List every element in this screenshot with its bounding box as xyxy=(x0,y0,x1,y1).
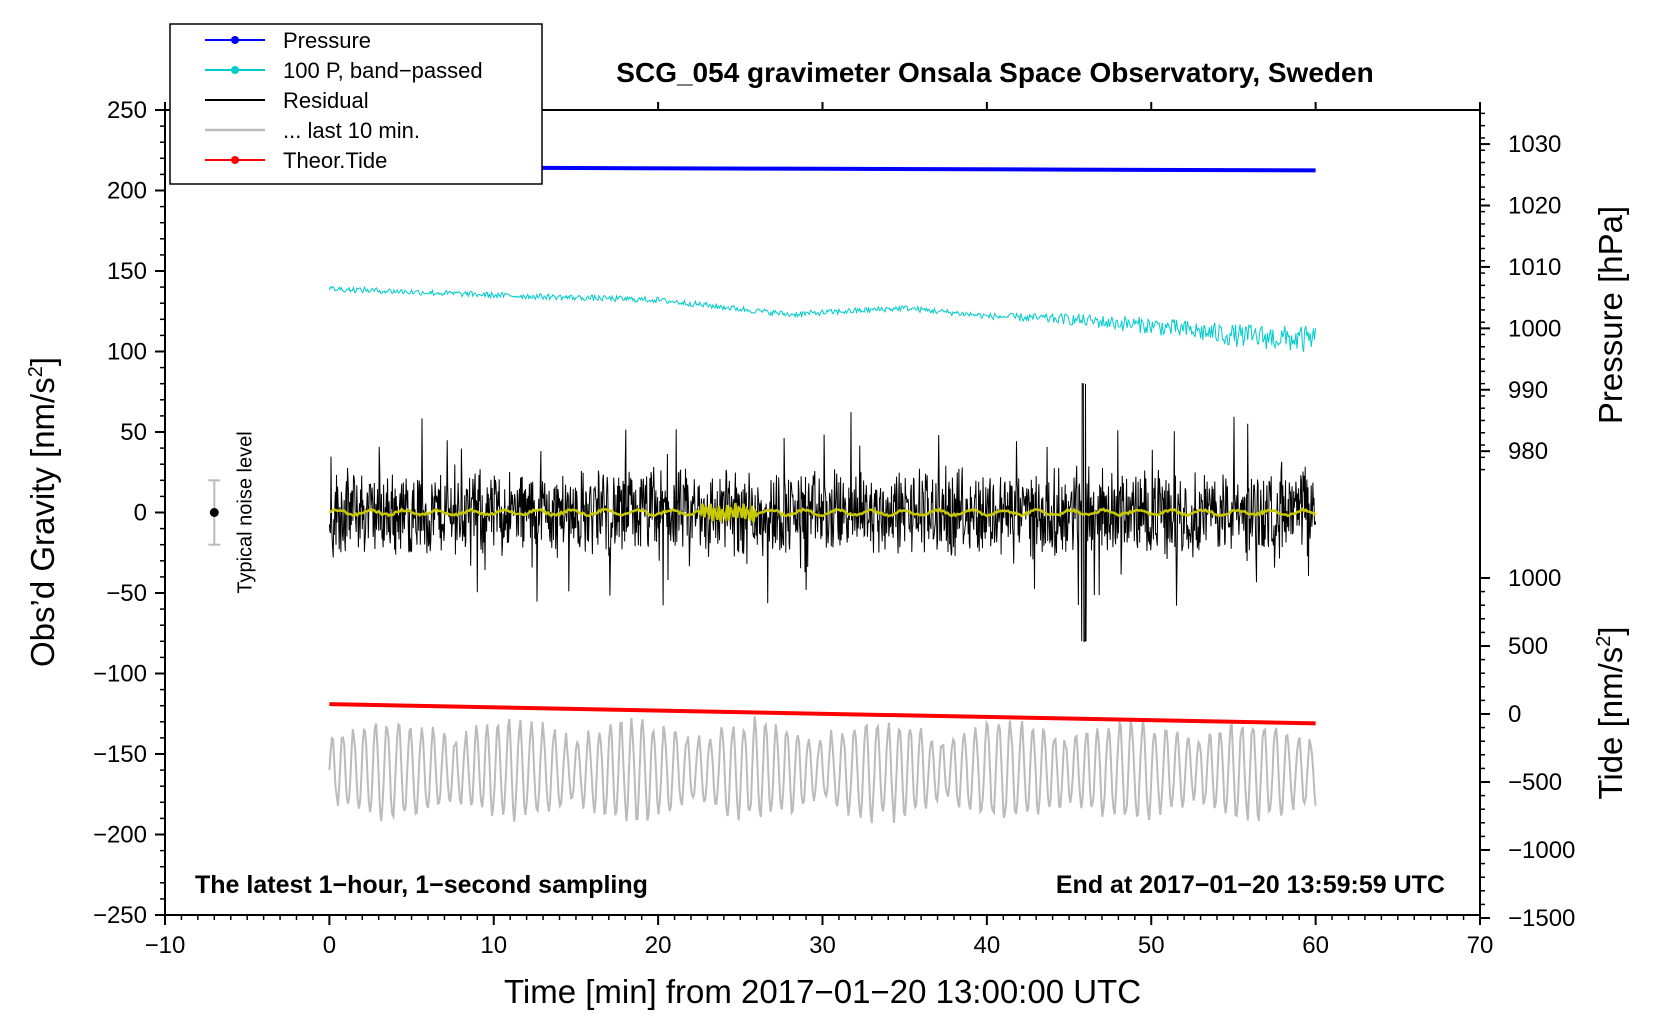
annotation-right: End at 2017−01−20 13:59:59 UTC xyxy=(1056,871,1445,899)
pressure-tick-label: 980 xyxy=(1508,438,1548,465)
y-axis-label: Obs’d Gravity [nm/s2] xyxy=(24,357,61,667)
y-tick-label: 250 xyxy=(107,97,147,124)
tide-tick-label: 1000 xyxy=(1508,565,1561,592)
legend-label: 100 P, band−passed xyxy=(283,58,483,83)
legend-marker xyxy=(231,156,239,164)
x-tick-label: 60 xyxy=(1302,932,1329,959)
y-tick-label: −100 xyxy=(93,661,147,688)
series-last-10-min xyxy=(328,716,1317,824)
x-tick-label: 10 xyxy=(480,932,507,959)
tide-tick-label: 500 xyxy=(1508,633,1548,660)
pressure-tick-label: 1020 xyxy=(1508,193,1561,220)
pressure-tick-label: 990 xyxy=(1508,377,1548,404)
series-theor-tide xyxy=(329,702,1316,726)
pressure-tick-label: 1010 xyxy=(1508,254,1561,281)
legend-label: ... last 10 min. xyxy=(283,118,420,143)
annotation-left: The latest 1−hour, 1−second sampling xyxy=(195,871,648,899)
tide-tick-label: −500 xyxy=(1508,769,1562,796)
pressure-tick-label: 1000 xyxy=(1508,315,1561,342)
tide-tick-label: 0 xyxy=(1508,701,1521,728)
legend-marker xyxy=(231,66,239,74)
x-tick-label: −10 xyxy=(145,932,186,959)
x-tick-label: 50 xyxy=(1138,932,1165,959)
x-tick-label: 20 xyxy=(645,932,672,959)
x-tick-label: 30 xyxy=(809,932,836,959)
legend-box xyxy=(169,23,543,185)
x-tick-label: 70 xyxy=(1467,932,1494,959)
y-tick-label: −200 xyxy=(93,822,147,849)
series-band-passed-pressure xyxy=(328,285,1317,352)
legend-label: Theor.Tide xyxy=(283,148,387,173)
noise-bar-dot xyxy=(209,508,219,517)
y-tick-label: −150 xyxy=(93,741,147,768)
y-tick-label: −50 xyxy=(106,580,147,607)
y-tick-label: 150 xyxy=(107,258,147,285)
tide-tick-label: −1000 xyxy=(1508,837,1575,864)
legend-marker xyxy=(231,36,239,44)
x-tick-label: 0 xyxy=(323,932,336,959)
pressure-axis-label: Pressure [hPa] xyxy=(1592,206,1629,424)
x-axis-label: Time [min] from 2017−01−20 13:00:00 UTC xyxy=(504,973,1141,1010)
legend-label: Residual xyxy=(283,88,369,113)
pressure-tick-label: 1030 xyxy=(1508,131,1561,158)
y-tick-label: 200 xyxy=(107,178,147,205)
legend-label: Pressure xyxy=(283,28,371,53)
y-tick-label: 50 xyxy=(120,419,147,446)
x-tick-label: 40 xyxy=(974,932,1001,959)
chart-title: SCG_054 gravimeter Onsala Space Observat… xyxy=(616,57,1373,88)
tide-tick-label: −1500 xyxy=(1508,905,1575,932)
tide-axis-label: Tide [nm/s2] xyxy=(1592,626,1629,799)
y-tick-label: 0 xyxy=(134,500,147,527)
y-tick-label: 100 xyxy=(107,339,147,366)
y-tick-label: −250 xyxy=(93,902,147,929)
series-residual-smoothed xyxy=(329,502,1317,523)
series-residual xyxy=(328,383,1317,642)
noise-label: Typical noise level xyxy=(234,431,256,593)
